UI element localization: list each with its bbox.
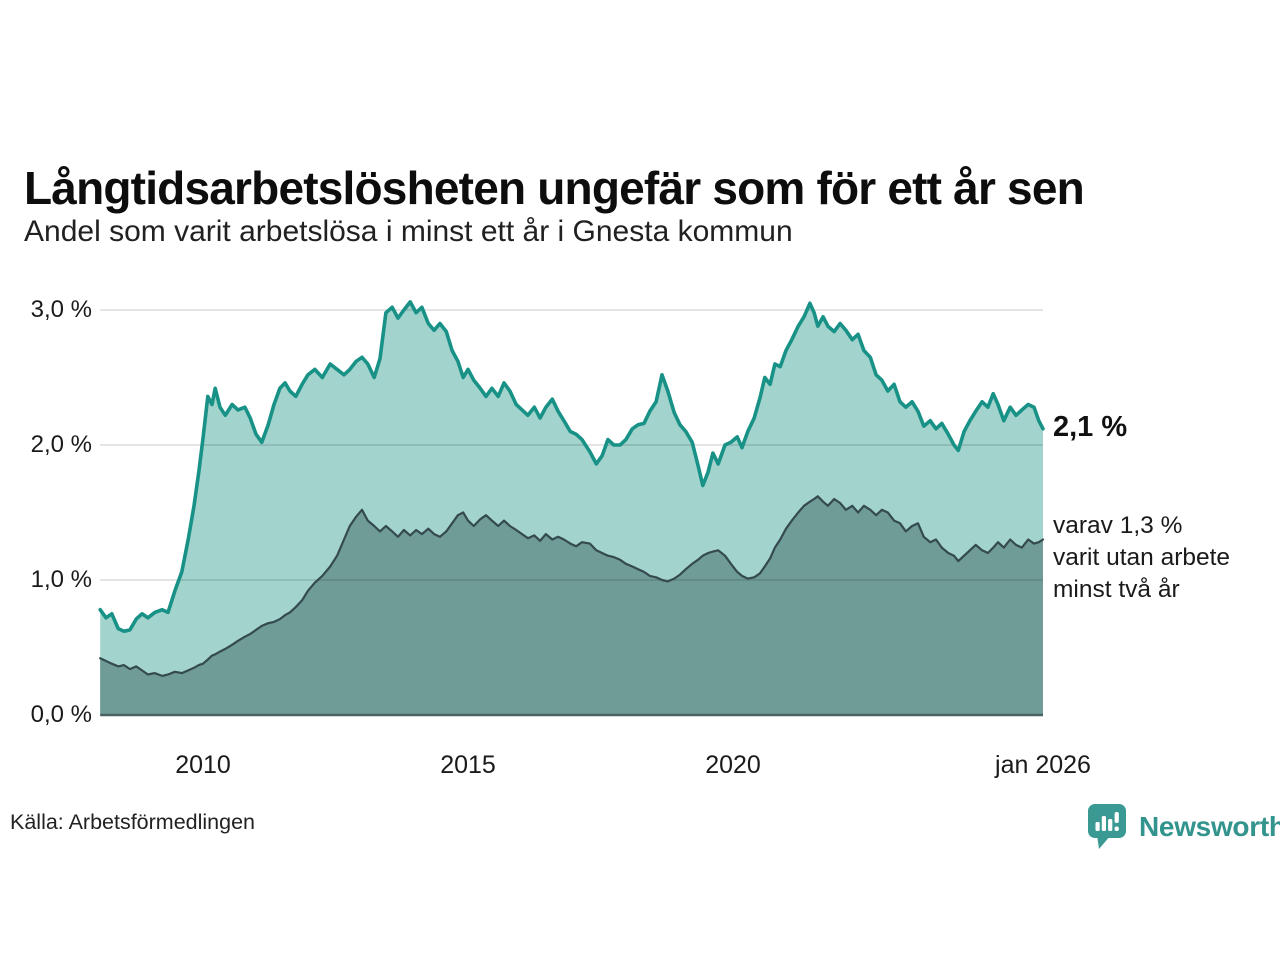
y-tick-label: 2,0 % <box>30 431 92 458</box>
x-tick-label: 2010 <box>175 751 231 779</box>
x-tick-label: 2020 <box>705 751 761 779</box>
unemployment-area-chart <box>98 300 1045 717</box>
two-year-annotation-line2: varit utan arbete <box>1053 544 1231 571</box>
page-title: Långtidsarbetslösheten ungefär som för e… <box>24 161 1085 214</box>
newsworthy-bubble-icon <box>1088 804 1126 849</box>
page-subtitle: Andel som varit arbetslösa i minst ett å… <box>24 215 793 248</box>
source-note: Källa: Arbetsförmedlingen <box>10 810 256 834</box>
latest-value-annotation: 2,1 % <box>1053 411 1128 443</box>
x-tick-label: 2015 <box>440 751 496 779</box>
newsworthy-logo[interactable]: Newsworthy <box>1088 803 1280 851</box>
two-year-annotation-line1: varav 1,3 % <box>1053 512 1183 539</box>
y-tick-label: 0,0 % <box>30 701 92 728</box>
y-tick-label: 3,0 % <box>30 296 92 323</box>
line-two-year <box>99 495 1045 677</box>
area-two-year <box>100 496 1043 715</box>
two-year-annotation: varav 1,3 % varit utan arbete minst två … <box>1053 510 1230 606</box>
x-tick-label: jan 2026 <box>995 751 1091 779</box>
newsworthy-logo-text: Newsworthy <box>1139 811 1280 842</box>
line-total <box>98 300 1045 634</box>
y-tick-label: 1,0 % <box>30 566 92 593</box>
two-year-annotation-line3: minst två år <box>1053 576 1180 603</box>
